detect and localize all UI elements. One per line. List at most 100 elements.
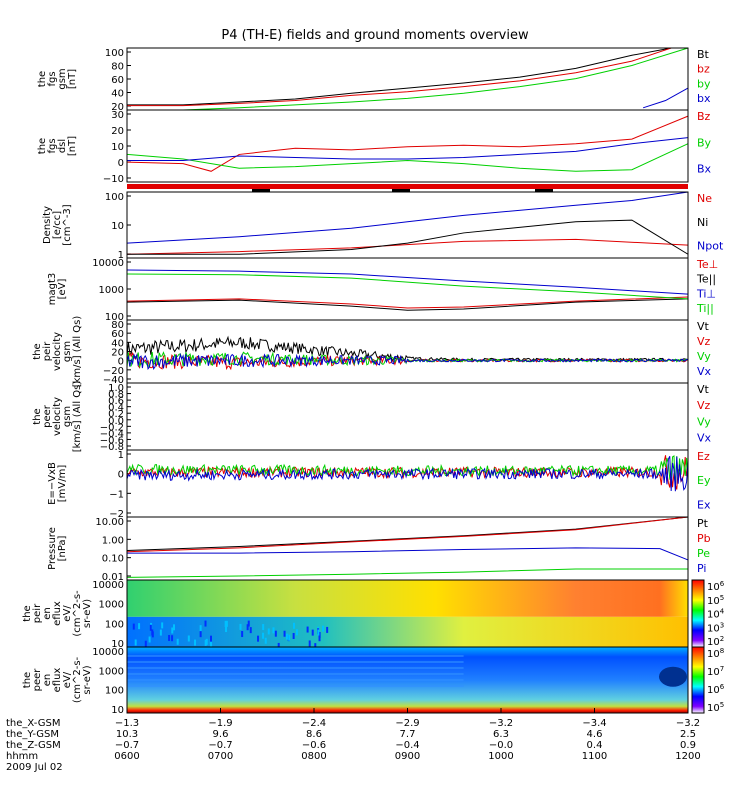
x-tick-label: −0.0 [489, 740, 513, 751]
spectrogram-band [127, 667, 464, 669]
spectrogram-pixel [151, 631, 154, 638]
x-tick-label: 8.6 [306, 729, 322, 740]
spectrogram-pixel [241, 631, 244, 638]
y-axis-label: thepeirvelocitygsm[km/s] (All Qs) [32, 316, 83, 388]
y-tick-label: 10000 [92, 258, 124, 269]
panel-frame [126, 109, 689, 183]
y-tick-label: 0.8 [108, 390, 124, 401]
series-line-Ti⊥ [126, 269, 689, 295]
colorbar-tick-label: 105 [707, 594, 724, 607]
spectrogram-band [127, 679, 464, 681]
y-axis-label: Pressure[nPa] [47, 527, 68, 570]
spectrogram-pixel [134, 639, 137, 646]
spectrogram-pixel [199, 631, 202, 638]
y-tick-label: 40 [111, 338, 124, 349]
colorbar-tick-exp: 8 [720, 647, 724, 655]
spectrogram-band [127, 673, 464, 675]
y-tick-label: 100 [105, 48, 124, 59]
y-tick-label: −0.4 [100, 429, 124, 440]
spectrogram-pixel [171, 635, 174, 642]
spectrogram-pixel [225, 626, 228, 633]
y-axis-label-line: [e/cc] [52, 211, 63, 239]
spectrogram-pixel [292, 632, 295, 639]
legend-entry: Ti|| [696, 302, 714, 315]
spectrogram-pixel [283, 630, 286, 637]
y-tick-label: 0 [118, 357, 124, 368]
colorbar-tick-label: 103 [707, 621, 724, 634]
y-axis-label-line: magt3 [47, 273, 58, 306]
y-axis-label-line: [km/s] (All Qs) [72, 316, 83, 388]
y-tick-label: 0.10 [102, 554, 124, 565]
spectrogram-feature [659, 666, 687, 687]
y-tick-label: 20 [111, 102, 124, 113]
spectrogram-pixel [149, 624, 152, 631]
spectrogram-pixel [257, 635, 260, 642]
y-axis-label-line: (cm^2-s- [72, 590, 83, 637]
spectrogram-pixel [171, 627, 174, 634]
y-axis-label-line: peir [32, 603, 43, 623]
series-line-Pi [127, 547, 689, 561]
series-line-Bx [127, 137, 689, 162]
y-axis-label-line: [nPa] [57, 535, 68, 561]
x-tick-label: 0700 [208, 751, 233, 762]
x-row-label: the_Y-GSM [6, 729, 59, 740]
y-tick-label: 10 [111, 221, 124, 232]
y-axis-label-line: the [32, 408, 43, 424]
x-tick-label: −3.4 [582, 718, 606, 729]
y-axis-label-line: en [42, 674, 53, 687]
x-tick-label: −1.9 [208, 718, 232, 729]
y-axis-label-line: eflux [52, 668, 63, 693]
status-bar [127, 184, 688, 189]
x-tick-label: 9.6 [213, 729, 229, 740]
colorbar-tick-label: 107 [707, 665, 724, 678]
y-axis-label: thefgsdsl[nT] [37, 136, 78, 156]
spectrogram-pixel [288, 634, 291, 641]
series-line-Bt [127, 47, 688, 106]
spectrogram-pixel [308, 640, 311, 647]
legend-entry: By [697, 136, 712, 149]
legend-entry: Vx [697, 365, 712, 378]
y-axis-label: E=−VxB[mV/m] [47, 462, 68, 505]
series-line-by [127, 47, 689, 111]
y-axis-label-line: [nT] [67, 136, 78, 156]
y-tick-label: 0.2 [108, 409, 124, 420]
y-axis-label: Density[e/cc][cm^-3] [42, 204, 73, 245]
y-axis-label-line: (cm^2-s- [72, 656, 83, 703]
legend-entry: Bx [697, 163, 712, 176]
x-tick-label: 0.4 [587, 740, 603, 751]
series-line-Pe [126, 568, 688, 578]
date-label: 2009 Jul 02 [6, 762, 63, 773]
y-tick-label: 1000 [99, 666, 124, 677]
spectrogram-pixel [311, 629, 314, 636]
spectrogram-pixel [322, 625, 325, 632]
spectrogram-pixel [204, 620, 207, 627]
spectrogram-pixel [318, 631, 321, 638]
y-axis-label-line: [cm^-3] [62, 204, 73, 245]
y-tick-label: 1.00 [102, 535, 124, 546]
x-tick-label: −0.6 [302, 740, 326, 751]
y-axis-label-line: peer [42, 404, 53, 428]
y-tick-label: 80 [111, 62, 124, 73]
panel-frame [126, 191, 689, 259]
spectrogram-pixel [225, 620, 228, 627]
x-tick-label: −0.4 [395, 740, 419, 751]
spectrogram-pixel [204, 639, 207, 646]
y-tick-label: −2 [109, 509, 124, 520]
y-tick-label: 10000 [92, 580, 124, 591]
status-marker [392, 189, 410, 192]
y-tick-label: 1000 [99, 285, 124, 296]
legend-entry: Ne [697, 192, 712, 205]
y-tick-label: 1.0 [108, 383, 124, 394]
legend-entry: Vt [697, 383, 710, 396]
y-tick-label: −20 [103, 366, 124, 377]
spectrogram-pixel [187, 635, 190, 642]
legend-entry: Te|| [696, 273, 716, 286]
y-tick-label: −40 [103, 375, 124, 386]
x-tick-label: 7.7 [400, 729, 416, 740]
y-axis-label-line: [mV/m] [57, 465, 68, 503]
legend-entry: bz [697, 63, 710, 76]
legend-entry: Npot [697, 240, 724, 253]
y-tick-label: 0 [118, 158, 124, 169]
legend-entry: Ni [697, 216, 708, 229]
